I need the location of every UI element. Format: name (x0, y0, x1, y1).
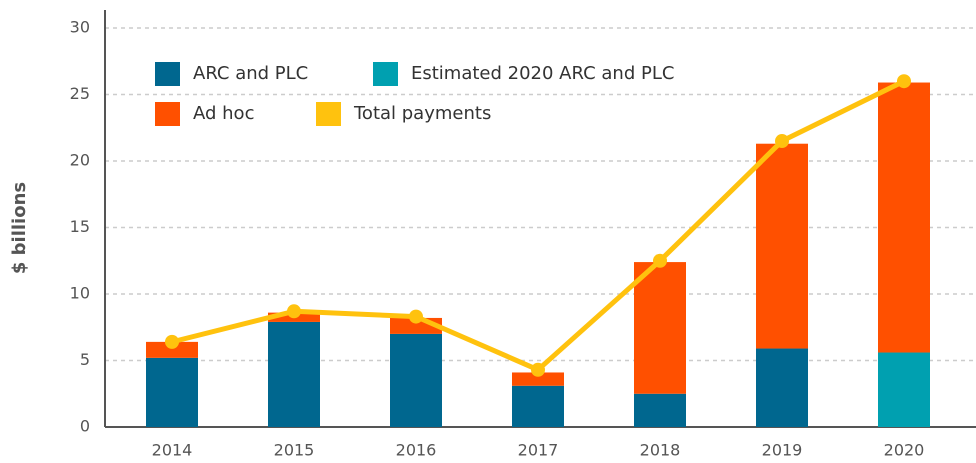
line-point (897, 74, 911, 89)
line-point (531, 362, 545, 377)
x-tick-label: 2015 (274, 441, 315, 460)
legend-swatch (155, 102, 180, 126)
y-tick-label: 10 (70, 284, 90, 303)
line-point (775, 134, 789, 149)
bar-segment (146, 341, 198, 358)
line-point (165, 334, 179, 349)
y-tick-label: 20 (70, 151, 90, 170)
x-tick-label: 2019 (762, 441, 803, 460)
bar-segment (878, 82, 930, 353)
y-axis-label: $ billions (9, 182, 30, 274)
y-tick-label: 5 (80, 350, 90, 369)
x-tick-label: 2014 (152, 441, 193, 460)
x-tick-label: 2016 (396, 441, 437, 460)
line-point (287, 304, 301, 319)
bar-segment (634, 262, 686, 394)
y-tick-label: 0 (80, 417, 90, 436)
bar-segment (146, 357, 198, 427)
x-tick-label: 2020 (884, 441, 925, 460)
bar-segment (268, 321, 320, 427)
bar-segment (512, 385, 564, 427)
bar-segment (512, 372, 564, 386)
x-tick-label: 2017 (518, 441, 559, 460)
legend-swatch (155, 62, 180, 86)
y-tick-label: 30 (70, 18, 90, 37)
legend-swatch (316, 102, 341, 126)
line-point (409, 309, 423, 324)
bar-segment (756, 348, 808, 427)
y-tick-label: 15 (70, 217, 90, 236)
legend-swatch (373, 62, 398, 86)
y-tick-label: 25 (70, 84, 90, 103)
legend-label: ARC and PLC (193, 63, 308, 84)
bar-segment (634, 393, 686, 427)
bar-segment (878, 352, 930, 427)
legend-label: Estimated 2020 ARC and PLC (411, 63, 674, 84)
legend-label: Total payments (353, 103, 491, 124)
legend-label: Ad hoc (193, 103, 254, 124)
bar-segment (756, 143, 808, 349)
x-tick-label: 2018 (640, 441, 681, 460)
line-point (653, 253, 667, 268)
bar-segment (390, 333, 442, 427)
